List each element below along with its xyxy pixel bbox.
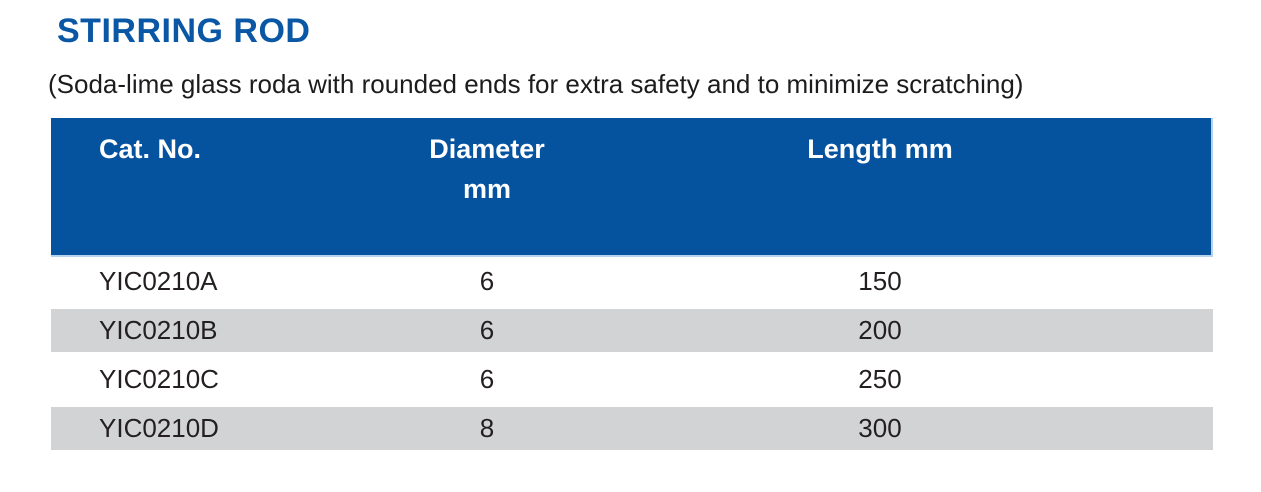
page-title: STIRRING ROD [57, 12, 311, 50]
column-header-diameter: Diameter mm [341, 118, 633, 257]
cell-length: 150 [633, 257, 1127, 306]
column-header-cat-no-label: Cat. No. [99, 134, 202, 164]
product-table: Cat. No. Diameter mm Length mm YIC0210A … [51, 118, 1213, 453]
column-header-filler [1127, 118, 1213, 257]
cell-length: 300 [633, 404, 1127, 453]
column-header-diameter-unit: mm [462, 174, 511, 204]
cell-diameter: 6 [341, 355, 633, 404]
column-header-length-label: Length mm [807, 134, 953, 164]
cell-cat-no: YIC0210C [51, 355, 341, 404]
cell-cat-no: YIC0210B [51, 306, 341, 355]
cell-filler [1127, 257, 1213, 306]
cell-diameter: 6 [341, 306, 633, 355]
cell-filler [1127, 355, 1213, 404]
cell-diameter: 6 [341, 257, 633, 306]
table-row: YIC0210D 8 300 [51, 404, 1213, 453]
column-header-length: Length mm [633, 118, 1127, 257]
column-header-cat-no: Cat. No. [51, 118, 341, 257]
page-subtitle: (Soda-lime glass roda with rounded ends … [48, 69, 1024, 99]
cell-cat-no: YIC0210D [51, 404, 341, 453]
cell-cat-no: YIC0210A [51, 257, 341, 306]
cell-filler [1127, 306, 1213, 355]
table-row: YIC0210B 6 200 [51, 306, 1213, 355]
cell-filler [1127, 404, 1213, 453]
cell-length: 250 [633, 355, 1127, 404]
table-row: YIC0210A 6 150 [51, 257, 1213, 306]
cell-length: 200 [633, 306, 1127, 355]
table-header-row: Cat. No. Diameter mm Length mm [51, 118, 1213, 257]
table-row: YIC0210C 6 250 [51, 355, 1213, 404]
column-header-diameter-label: Diameter [429, 134, 545, 164]
cell-diameter: 8 [341, 404, 633, 453]
